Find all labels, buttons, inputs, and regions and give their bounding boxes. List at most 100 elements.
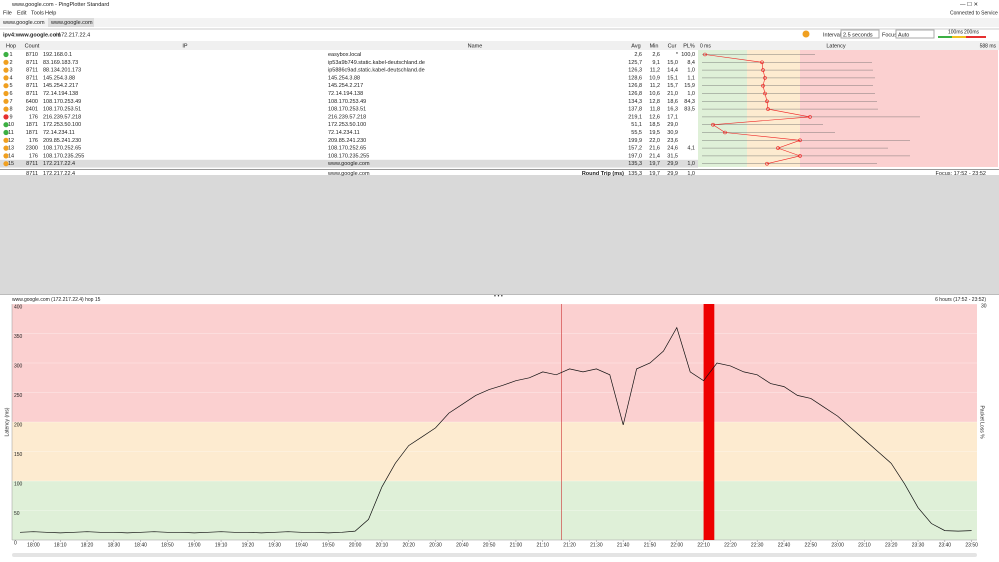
cell: 11,2 (650, 83, 660, 89)
column-header[interactable]: Cur (668, 43, 677, 49)
y2-axis-label: Packet Loss % (979, 405, 985, 439)
cell: 108.170.235.255 (328, 153, 369, 159)
cell: 1871 (26, 130, 38, 136)
hop-status (3, 129, 9, 136)
cell: 15,9 (684, 83, 695, 89)
menu-item[interactable]: Help (45, 10, 56, 16)
tab[interactable]: www.google.com (2, 20, 45, 26)
cell: 134,3 (628, 99, 642, 105)
cell: 8711 (26, 83, 38, 89)
footer-cell: 29,9 (667, 171, 678, 177)
y-axis-label: Latency (ms) (4, 407, 10, 436)
cell[interactable]: 6 (9, 91, 12, 97)
x-tick-label: 21:50 (644, 542, 657, 548)
cell[interactable]: 5 (9, 83, 12, 89)
x-tick-label: 19:00 (188, 542, 201, 548)
column-header[interactable]: Latency (826, 43, 846, 49)
cell[interactable]: 11 (8, 130, 14, 136)
interval-select[interactable] (840, 29, 880, 39)
cell: 72.14.194.138 (43, 91, 78, 97)
alert-button[interactable] (802, 30, 810, 38)
cell: 24,6 (667, 146, 678, 152)
cell: 10,6 (649, 91, 660, 97)
x-tick-label: 22:00 (671, 542, 684, 548)
x-tick-label: 20:00 (349, 542, 362, 548)
cell[interactable]: 9 (9, 114, 12, 120)
hop-status (3, 83, 9, 89)
column-header[interactable]: Avg (631, 43, 640, 49)
interval-label: Interval: (823, 32, 843, 38)
focus-select[interactable] (895, 29, 935, 39)
scrollbar[interactable] (12, 553, 977, 557)
x-tick-label: 19:30 (268, 542, 281, 548)
cell[interactable]: 7 (9, 99, 12, 105)
x-tick-label: 18:10 (54, 542, 67, 548)
cell: 135,3 (628, 161, 642, 167)
cell[interactable]: 15 (8, 161, 14, 167)
cell[interactable]: 3 (9, 68, 12, 74)
menu-item[interactable]: File (3, 10, 12, 16)
y-tick-label: 250 (14, 393, 23, 399)
x-tick-label: 19:50 (322, 542, 335, 548)
cell[interactable]: 2 (9, 60, 12, 66)
cell: 8,4 (687, 60, 695, 66)
cell[interactable]: 13 (8, 146, 14, 152)
chart-subtitle: 6 hours (17:52 - 23:52) (935, 297, 986, 303)
x-tick-label: 21:30 (590, 542, 603, 548)
column-header[interactable]: PL% (683, 43, 695, 49)
cell[interactable]: 4 (9, 75, 12, 81)
cell: 108.170.253.51 (43, 107, 81, 113)
column-header[interactable]: Count (25, 43, 40, 49)
cell: 209.85.241.230 (43, 138, 81, 144)
y-tick-label: 350 (14, 334, 23, 340)
footer-cell: 1,0 (687, 171, 695, 177)
x-tick-label: 20:20 (402, 542, 415, 548)
service-status: Connected to Service (950, 10, 998, 16)
cell: 2,6 (634, 52, 642, 58)
cell: 108.170.252.65 (328, 146, 366, 152)
footer-cell: 19,7 (649, 171, 660, 177)
hop-status (3, 106, 9, 112)
cell: 219,1 (628, 114, 642, 120)
latency-trace (704, 54, 811, 164)
cell: 15,0 (667, 60, 678, 66)
cell[interactable]: 1 (9, 52, 12, 58)
cell[interactable]: 8 (9, 107, 12, 113)
cell: 209.85.241.230 (328, 138, 366, 144)
column-header[interactable]: Min (650, 43, 659, 49)
cell: 128,6 (628, 75, 642, 81)
tab-active[interactable] (48, 18, 94, 27)
x-tick-label: 23:30 (912, 542, 925, 548)
menu-item[interactable]: Tools (31, 10, 44, 16)
cell: 31,5 (667, 153, 678, 159)
cell[interactable]: 14 (8, 153, 14, 159)
cell: 176 (29, 114, 38, 120)
hop-status (3, 137, 9, 143)
cell[interactable]: 10 (8, 122, 14, 128)
cell: 145.254.2.217 (328, 83, 363, 89)
cell: 30,9 (667, 130, 678, 136)
column-header[interactable]: Hop (6, 43, 16, 49)
x-tick-label: 22:40 (778, 542, 791, 548)
cell: 19,7 (649, 161, 660, 167)
tab[interactable]: www.google.com (50, 20, 93, 26)
window-controls[interactable]: — ☐ ✕ (960, 1, 978, 8)
cell: 4,1 (687, 146, 695, 152)
x-tick-label: 23:20 (885, 542, 898, 548)
x-tick-label: 22:30 (751, 542, 764, 548)
menu-item[interactable]: Edit (17, 10, 27, 16)
latency-avg (761, 83, 765, 88)
cell: 172.217.22.4 (43, 161, 75, 167)
splitter[interactable]: • • • (494, 293, 503, 299)
cell[interactable]: 12 (8, 138, 14, 144)
cell: 29,0 (667, 122, 678, 128)
column-header[interactable]: IP (182, 43, 188, 49)
column-header[interactable]: Name (468, 43, 483, 49)
cell: 108.170.252.65 (43, 146, 81, 152)
hop-status (3, 153, 9, 159)
hop-status (3, 122, 9, 128)
y-tick-label: 200 (14, 422, 23, 428)
cell: 216.239.57.218 (328, 114, 366, 120)
hop-status (3, 51, 9, 58)
